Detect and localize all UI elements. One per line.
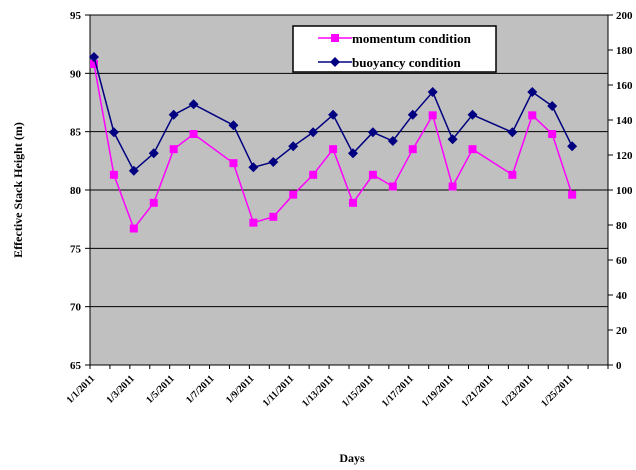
data-point-buoyancy: [447, 134, 458, 145]
legend-marker-buoyancy: [330, 57, 340, 67]
right-tick-label: 100: [616, 185, 633, 197]
x-tick-label: 1/17/2011: [380, 373, 416, 409]
data-point-buoyancy: [427, 87, 438, 97]
data-point-momentum: [329, 145, 338, 154]
data-point-buoyancy: [387, 136, 398, 146]
x-axis: 1/1/2011 1/3/2011 1/5/2011 1/7/2011 1/9/2011…: [65, 365, 609, 409]
data-point-buoyancy: [188, 99, 199, 110]
right-tick-label: 60: [616, 255, 628, 267]
y-axis-title: Effective Stack Height (m): [11, 122, 25, 258]
left-tick-label: 95: [70, 10, 82, 22]
right-tick-label: 20: [616, 325, 628, 337]
data-point-buoyancy: [367, 127, 378, 138]
left-tick-label: 90: [70, 68, 82, 80]
right-tick-label: 40: [616, 290, 628, 302]
data-point-momentum: [129, 224, 138, 233]
x-tick-label: 1/9/2011: [224, 373, 257, 406]
data-point-momentum: [348, 198, 357, 207]
right-tick-label: 140: [616, 115, 633, 127]
data-point-momentum: [169, 145, 178, 154]
left-tick-label: 70: [70, 302, 82, 314]
legend-marker-momentum: [331, 34, 339, 42]
data-point-buoyancy: [328, 109, 339, 120]
data-point-buoyancy: [527, 87, 538, 97]
data-point-buoyancy: [168, 109, 179, 120]
data-point-buoyancy: [128, 165, 139, 176]
x-tick-label: 1/15/2011: [340, 373, 376, 409]
x-tick-label: 1/5/2011: [144, 373, 177, 406]
x-tick-label: 1/1/2011: [65, 373, 98, 406]
data-point-buoyancy: [288, 141, 299, 152]
right-tick-label: 120: [616, 150, 633, 162]
left-tick-label: 85: [70, 127, 82, 139]
data-point-momentum: [229, 159, 238, 168]
x-axis-title: Days: [339, 451, 365, 465]
left-tick-label: 65: [70, 360, 82, 372]
data-point-buoyancy: [347, 148, 358, 159]
gridlines: [90, 72, 608, 308]
data-point-momentum: [109, 170, 118, 179]
data-point-buoyancy: [148, 148, 159, 159]
x-tick-label: 1/25/2011: [539, 373, 575, 409]
x-tick-label: 1/21/2011: [460, 373, 496, 409]
data-point-buoyancy: [567, 141, 578, 152]
x-tick-label: 1/13/2011: [300, 373, 336, 409]
legend-box: [292, 25, 497, 73]
data-point-momentum: [89, 60, 98, 68]
series-layer: [88, 52, 578, 233]
data-point-momentum: [448, 182, 457, 191]
right-tick-label: 80: [616, 220, 628, 232]
x-tick-label: 1/11/2011: [261, 373, 297, 409]
data-point-buoyancy: [467, 109, 478, 120]
legend-label-buoyancy: buoyancy condition: [352, 55, 461, 70]
data-point-momentum: [568, 190, 577, 199]
data-point-buoyancy: [507, 127, 518, 138]
data-point-momentum: [528, 111, 537, 120]
data-point-momentum: [508, 170, 517, 179]
data-point-buoyancy: [268, 157, 279, 167]
data-point-momentum: [468, 145, 477, 154]
data-point-momentum: [269, 212, 278, 221]
data-point-buoyancy: [248, 162, 259, 173]
legend-label-momentum: momentum condition: [352, 31, 472, 46]
data-point-buoyancy: [108, 127, 119, 138]
data-point-momentum: [309, 170, 318, 179]
x-tick-label: 1/23/2011: [499, 373, 535, 409]
data-point-momentum: [368, 170, 377, 179]
right-tick-label: 200: [616, 10, 633, 22]
legend: momentum condition buoyancy condition: [292, 25, 497, 73]
right-tick-label: 160: [616, 80, 633, 92]
data-point-buoyancy: [228, 120, 239, 131]
data-point-momentum: [249, 218, 258, 227]
data-point-momentum: [149, 198, 158, 207]
data-point-momentum: [189, 130, 198, 138]
data-point-momentum: [408, 145, 417, 154]
data-point-buoyancy: [88, 52, 99, 62]
data-point-buoyancy: [407, 109, 418, 120]
x-tick-label: 1/19/2011: [420, 373, 456, 409]
data-point-momentum: [289, 190, 298, 199]
data-point-momentum: [388, 182, 397, 191]
left-tick-label: 80: [70, 185, 82, 197]
x-tick-label: 1/7/2011: [184, 373, 217, 406]
data-point-buoyancy: [547, 101, 558, 111]
right-tick-label: 0: [616, 360, 622, 372]
data-point-momentum: [548, 130, 557, 138]
left-axis: 65 70 75 80 85 90 95: [70, 10, 90, 372]
left-tick-label: 75: [70, 243, 82, 255]
data-point-momentum: [428, 111, 437, 120]
right-axis: 0 20 40 60 80 100 120 140 160 180 200: [608, 10, 633, 372]
right-tick-label: 180: [616, 45, 633, 57]
data-point-buoyancy: [308, 127, 319, 138]
x-tick-label: 1/3/2011: [104, 373, 137, 406]
